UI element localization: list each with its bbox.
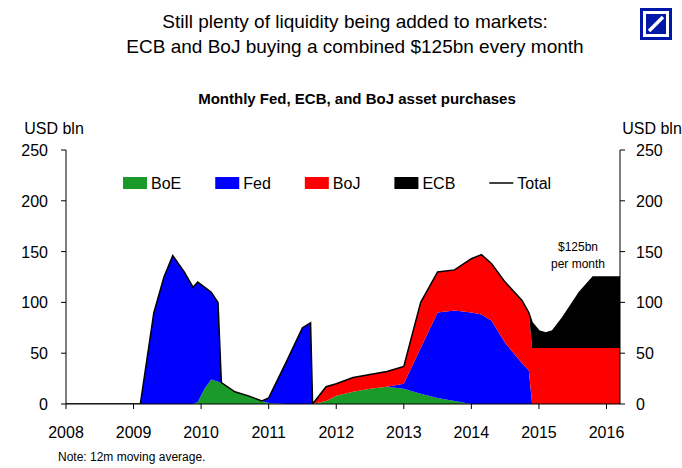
y2-tick xyxy=(620,302,625,303)
x-tick-label: 2015 xyxy=(521,424,557,441)
y2-tick xyxy=(620,251,625,252)
x-tick-label: 2009 xyxy=(116,424,152,441)
x-tick-label: 2010 xyxy=(183,424,219,441)
legend-swatch xyxy=(489,182,513,184)
legend-label: Fed xyxy=(243,175,271,192)
legend-label: ECB xyxy=(422,175,455,192)
y-tick xyxy=(61,251,66,252)
x-axis-line xyxy=(66,404,620,405)
y-axis-line xyxy=(66,150,67,404)
x-tick xyxy=(606,404,607,409)
x-tick xyxy=(133,404,134,409)
title: Still plenty of liquidity being added to… xyxy=(162,11,548,32)
x-tick-label: 2008 xyxy=(48,424,84,441)
y-axis-label: USD bln xyxy=(24,120,84,137)
chart: Still plenty of liquidity being added to… xyxy=(0,0,682,468)
y2-tick xyxy=(620,404,625,405)
x-tick xyxy=(471,404,472,409)
logo-slash xyxy=(649,17,663,31)
x-tick-label: 2014 xyxy=(454,424,490,441)
y2-tick-label: 250 xyxy=(636,142,663,159)
y-tick-label: 250 xyxy=(21,142,48,159)
y-tick-label: 100 xyxy=(21,294,48,311)
logo-frame xyxy=(645,13,668,36)
x-tick-label: 2016 xyxy=(589,424,625,441)
x-tick xyxy=(336,404,337,409)
y2-axis-line xyxy=(620,150,621,404)
line-total xyxy=(66,255,620,404)
area-boj xyxy=(66,255,620,404)
legend-swatch xyxy=(123,177,147,189)
legend-swatch xyxy=(215,177,239,189)
legend-swatch xyxy=(305,177,329,189)
y-tick-label: 50 xyxy=(30,345,48,362)
plot-area xyxy=(66,255,620,404)
y-tick xyxy=(61,353,66,354)
y2-tick-label: 200 xyxy=(636,193,663,210)
y2-tick-label: 150 xyxy=(636,244,663,261)
y-tick xyxy=(61,302,66,303)
x-tick xyxy=(538,404,539,409)
y2-tick xyxy=(620,200,625,201)
x-tick xyxy=(201,404,202,409)
y-tick-label: 0 xyxy=(39,396,48,413)
note: Note: 12m moving average. xyxy=(58,450,205,464)
y-tick xyxy=(61,150,66,151)
annotation: per month xyxy=(551,257,605,271)
y-tick xyxy=(61,200,66,201)
x-tick-label: 2012 xyxy=(318,424,354,441)
y-tick-label: 200 xyxy=(21,193,48,210)
logo xyxy=(640,8,672,40)
y2-tick-label: 50 xyxy=(636,345,654,362)
y2-axis-label: USD bln xyxy=(622,120,682,137)
legend-swatch xyxy=(394,177,418,189)
x-tick-label: 2013 xyxy=(386,424,422,441)
legend-label: BoE xyxy=(151,175,181,192)
y2-tick-label: 0 xyxy=(636,396,645,413)
annotation: $125bn xyxy=(558,240,598,254)
legend-label: Total xyxy=(517,175,551,192)
x-tick xyxy=(268,404,269,409)
y-tick xyxy=(61,404,66,405)
x-tick xyxy=(403,404,404,409)
title: ECB and BoJ buying a combined $125bn eve… xyxy=(126,36,583,57)
y2-tick-label: 100 xyxy=(636,294,663,311)
legend-label: BoJ xyxy=(333,175,361,192)
area-ecb xyxy=(66,255,620,404)
y-tick-label: 150 xyxy=(21,244,48,261)
subtitle: Monthly Fed, ECB, and BoJ asset purchase… xyxy=(198,90,516,107)
y2-tick xyxy=(620,150,625,151)
y2-tick xyxy=(620,353,625,354)
x-tick-label: 2011 xyxy=(251,424,286,441)
x-tick xyxy=(66,404,67,409)
